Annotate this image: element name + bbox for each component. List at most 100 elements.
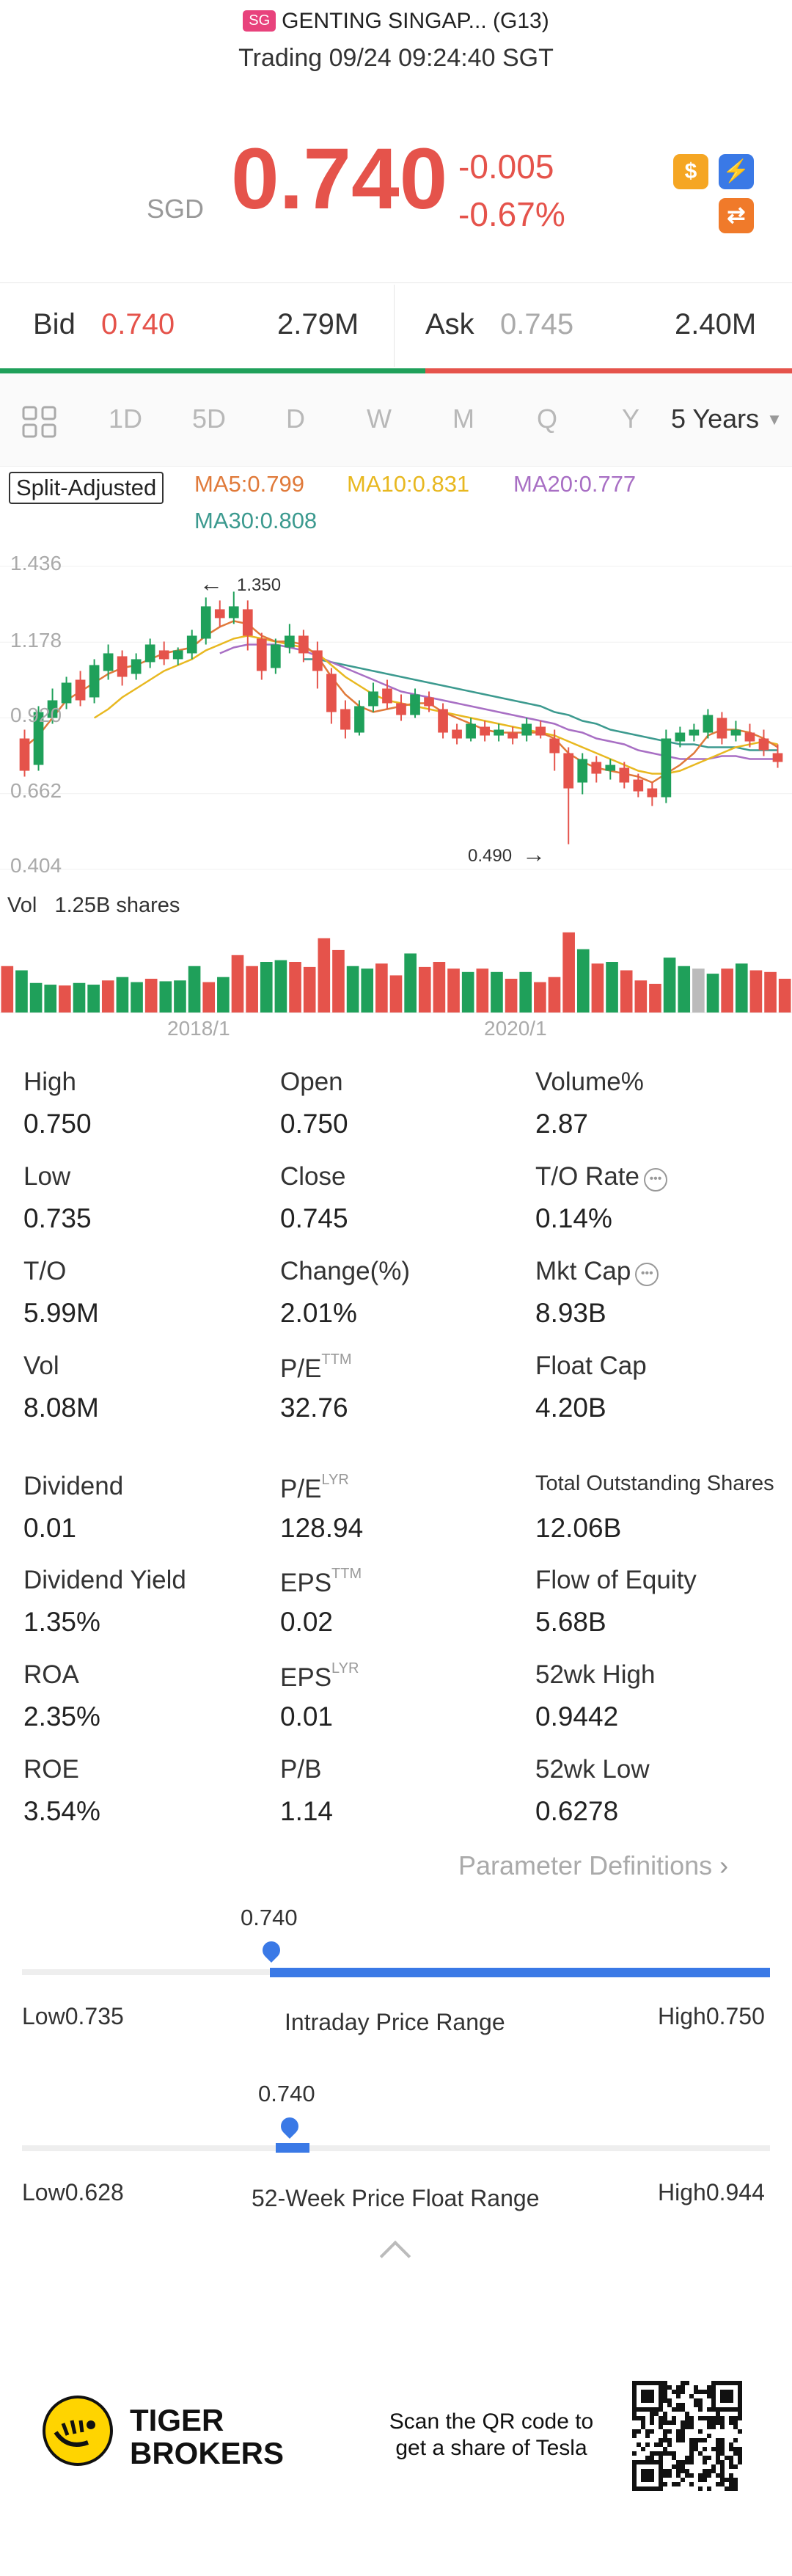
intraday-high: High0.750 xyxy=(658,2003,765,2030)
dropdown-arrow-icon: ▼ xyxy=(766,410,782,428)
stat-value: 1.35% xyxy=(23,1607,100,1637)
stat-value: 2.87 xyxy=(535,1109,589,1139)
stat-label-text: ROA xyxy=(23,1660,79,1689)
candle xyxy=(117,650,128,686)
volume-bar xyxy=(274,960,287,1012)
week52-range-fill xyxy=(276,2143,309,2153)
volume-bar xyxy=(260,962,273,1012)
volume-chart[interactable] xyxy=(0,928,792,1012)
volume-bar xyxy=(663,957,676,1012)
stat-value: 0.750 xyxy=(23,1109,92,1139)
collapse-chevron-up-icon[interactable] xyxy=(379,2240,411,2272)
qr-code-icon[interactable] xyxy=(632,2381,742,2491)
stat-label-text: Vol xyxy=(23,1351,59,1380)
candle xyxy=(214,600,225,627)
exchange-icon[interactable]: ⇄ xyxy=(719,198,754,233)
parameter-definitions-link[interactable]: Parameter Definitions › xyxy=(458,1850,728,1881)
volume-bar xyxy=(735,963,748,1012)
lightning-icon[interactable]: ⚡ xyxy=(719,154,754,189)
volume-bar xyxy=(606,962,618,1012)
stock-name: GENTING SINGAP... xyxy=(282,9,487,33)
stat-value: 2.01% xyxy=(280,1298,357,1328)
volume-bar xyxy=(1,966,14,1012)
stat-label-text: Float Cap xyxy=(535,1351,647,1380)
period-m[interactable]: M xyxy=(452,404,474,434)
bid-price: 0.740 xyxy=(101,308,175,340)
candle xyxy=(75,671,86,707)
stat-label: ROE xyxy=(23,1755,79,1784)
stat-value: 32.76 xyxy=(280,1393,348,1423)
week52-range-track xyxy=(22,2145,770,2151)
y-tick-label: 1.178 xyxy=(10,629,62,652)
stat-label-text: Total Outstanding Shares xyxy=(535,1472,774,1495)
week52-marker-icon xyxy=(277,2114,302,2139)
volume-bar xyxy=(246,966,258,1012)
stat-label-text: Low xyxy=(23,1162,71,1191)
period-selector[interactable]: 5 Years ▼ xyxy=(671,404,782,434)
volume-bar xyxy=(519,971,532,1012)
stat-label[interactable]: T/O Rate ••• xyxy=(535,1162,667,1192)
candle xyxy=(772,744,783,768)
candle xyxy=(591,756,602,783)
period-q[interactable]: Q xyxy=(537,404,558,434)
period-5d[interactable]: 5D xyxy=(192,404,227,434)
stat-label-text: Dividend Yield xyxy=(23,1566,186,1594)
volume-bar xyxy=(131,982,143,1012)
parameter-definitions-label: Parameter Definitions xyxy=(458,1850,713,1880)
stat-label-text: ROE xyxy=(23,1755,79,1784)
candle xyxy=(200,597,211,645)
volume-bar xyxy=(778,979,791,1012)
dollar-icon[interactable]: $ xyxy=(673,154,708,189)
candle xyxy=(19,729,30,777)
ask-label: Ask xyxy=(425,308,474,340)
stat-label-text: 52wk Low xyxy=(535,1755,650,1784)
stat-label-superscript: LYR xyxy=(321,1472,349,1488)
stat-value: 12.06B xyxy=(535,1513,622,1543)
split-adjusted-toggle[interactable]: Split-Adjusted xyxy=(9,472,164,504)
candle xyxy=(144,638,155,668)
info-icon[interactable]: ••• xyxy=(643,1168,667,1192)
x-tick-label: 2018/1 xyxy=(167,1017,230,1040)
intraday-high-label: High xyxy=(658,2003,706,2029)
candle xyxy=(61,676,72,709)
candle xyxy=(298,630,309,663)
period-y[interactable]: Y xyxy=(622,404,640,434)
ma30-line xyxy=(303,658,778,751)
period-1d[interactable]: 1D xyxy=(109,404,143,434)
stat-label[interactable]: Mkt Cap ••• xyxy=(535,1257,659,1286)
intraday-range-title: Intraday Price Range xyxy=(285,2009,505,2035)
volume-bar xyxy=(721,968,733,1012)
candle xyxy=(186,630,197,660)
stat-label: T/O xyxy=(23,1257,66,1286)
candle xyxy=(424,691,434,712)
trading-status: Trading 09/24 09:24:40 SGT xyxy=(238,44,554,72)
volume-bar xyxy=(576,949,590,1012)
week52-low: Low0.628 xyxy=(22,2179,124,2206)
ma5-label: MA5:0.799 xyxy=(194,471,304,497)
info-icon[interactable]: ••• xyxy=(635,1263,659,1286)
candle xyxy=(703,709,714,739)
stat-value: 5.68B xyxy=(535,1607,606,1637)
stat-label-superscript: TTM xyxy=(321,1351,352,1368)
stat-value: 0.735 xyxy=(23,1203,92,1233)
candle xyxy=(521,718,532,742)
candle xyxy=(131,653,142,680)
stat-label-superscript: TTM xyxy=(331,1566,362,1582)
stat-label-text: EPS xyxy=(280,1569,332,1597)
candle xyxy=(103,644,114,680)
y-tick-label: 0.662 xyxy=(10,779,62,802)
intraday-low: Low0.735 xyxy=(22,2003,124,2030)
stat-label-text: P/E xyxy=(280,1354,322,1383)
period-d[interactable]: D xyxy=(286,404,305,434)
candle xyxy=(507,726,518,745)
volume-bar xyxy=(101,980,114,1012)
intraday-high-value: 0.750 xyxy=(705,2003,765,2029)
period-w[interactable]: W xyxy=(367,404,392,434)
grid-icon[interactable] xyxy=(22,406,57,438)
volume-bar xyxy=(447,968,460,1012)
price-chart[interactable] xyxy=(0,543,792,888)
volume-bar xyxy=(318,938,331,1012)
candle xyxy=(326,668,337,724)
arrow-left-icon: ← xyxy=(199,570,223,596)
candle xyxy=(172,647,183,665)
